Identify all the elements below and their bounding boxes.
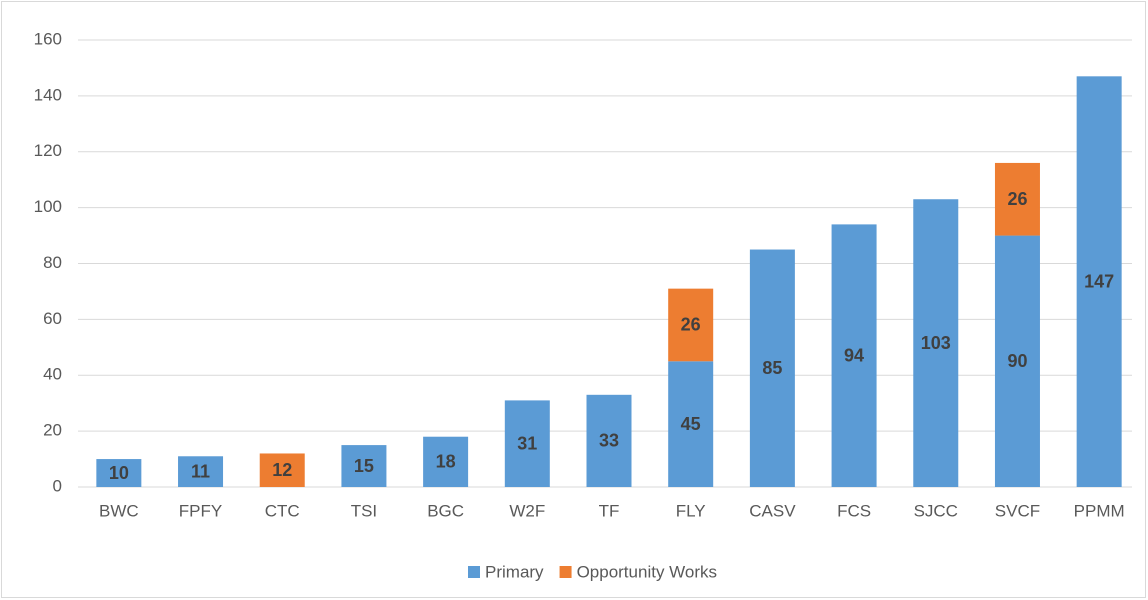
value-label: 85 xyxy=(762,358,782,378)
bar-segment xyxy=(504,400,550,487)
value-label: 90 xyxy=(1007,351,1027,371)
value-label: 33 xyxy=(599,431,619,451)
legend-label: Primary xyxy=(485,562,544,581)
value-label: 12 xyxy=(272,460,292,480)
value-label: 26 xyxy=(681,315,701,335)
value-label: 147 xyxy=(1084,271,1114,291)
bar-segment xyxy=(341,445,387,487)
y-tick-label: 20 xyxy=(43,421,62,440)
x-tick-label: FCS xyxy=(837,501,871,520)
bar-segment xyxy=(913,199,959,487)
y-tick-label: 100 xyxy=(34,197,62,216)
value-label: 94 xyxy=(844,345,864,365)
y-tick-label: 140 xyxy=(34,85,62,104)
x-tick-label: CTC xyxy=(265,501,300,520)
value-label: 15 xyxy=(354,456,374,476)
value-label: 10 xyxy=(109,463,129,483)
y-tick-label: 120 xyxy=(34,141,62,160)
value-label: 103 xyxy=(921,333,951,353)
y-tick-label: 60 xyxy=(43,309,62,328)
y-tick-label: 0 xyxy=(53,476,62,495)
value-label: 31 xyxy=(517,433,537,453)
x-tick-label: FLY xyxy=(676,501,706,520)
value-label: 18 xyxy=(436,452,456,472)
x-tick-label: BGC xyxy=(427,501,464,520)
legend-swatch xyxy=(468,566,480,578)
bar-segment xyxy=(178,456,224,487)
x-tick-label: W2F xyxy=(509,501,545,520)
legend-swatch xyxy=(559,566,572,578)
x-tick-label: BWC xyxy=(99,501,139,520)
x-tick-label: SVCF xyxy=(995,501,1040,520)
bar-segment xyxy=(1076,76,1122,487)
bar-segment xyxy=(423,436,469,487)
x-tick-label: SJCC xyxy=(914,501,958,520)
bar-segment xyxy=(668,361,714,487)
x-tick-label: TSI xyxy=(351,501,377,520)
bar-segment xyxy=(96,459,142,487)
bar-segment xyxy=(749,249,795,487)
y-tick-label: 160 xyxy=(34,29,62,48)
x-tick-label: TF xyxy=(599,501,620,520)
bar-segment xyxy=(668,288,714,362)
value-label: 26 xyxy=(1007,189,1027,209)
bar-segment xyxy=(586,394,632,487)
value-label: 45 xyxy=(681,414,701,434)
y-tick-label: 80 xyxy=(43,253,62,272)
bar-segment xyxy=(259,453,305,487)
bar-segment xyxy=(994,235,1040,487)
legend-label: Opportunity Works xyxy=(577,562,717,581)
bar-segment xyxy=(831,224,877,487)
y-tick-label: 40 xyxy=(43,365,62,384)
x-tick-label: PPMM xyxy=(1074,501,1125,520)
value-label: 11 xyxy=(191,461,210,481)
bar-segment xyxy=(994,162,1040,236)
x-tick-label: FPFY xyxy=(179,501,222,520)
x-tick-label: CASV xyxy=(749,501,796,520)
